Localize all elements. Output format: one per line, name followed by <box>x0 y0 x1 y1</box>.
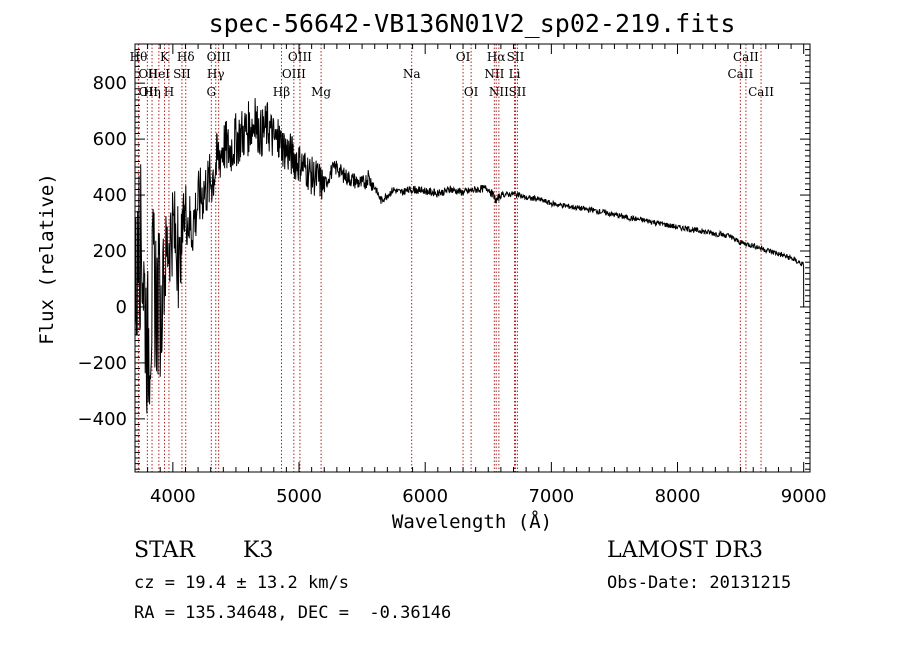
line-marker-label: Hθ <box>130 50 148 64</box>
line-markers <box>138 44 761 472</box>
line-marker-label: H <box>164 85 174 99</box>
plot-frame <box>135 44 810 472</box>
line-marker-label: G <box>207 85 217 99</box>
line-marker-label: OIII <box>288 50 312 64</box>
survey-name: LAMOST DR3 <box>607 538 763 563</box>
x-axis-label: Wavelength (Å) <box>392 510 552 533</box>
line-marker-label: NII <box>484 67 504 81</box>
x-tick-label: 7000 <box>528 486 574 507</box>
line-marker-label: SII <box>173 67 191 81</box>
line-marker-label: Hγ <box>207 67 225 81</box>
line-marker-label: OI <box>464 85 479 99</box>
line-marker-label: OIII <box>282 67 306 81</box>
line-marker-label: Mg <box>311 85 331 99</box>
chart-title: spec-56642-VB136N01V2_sp02-219.fits <box>209 9 736 38</box>
y-tick-label: 0 <box>116 297 127 318</box>
line-marker-label: Hβ <box>273 85 290 99</box>
line-marker-label: SII <box>509 85 527 99</box>
line-marker-label: OI <box>456 50 471 64</box>
line-marker-label: Li <box>509 67 521 81</box>
line-marker-label: CaII <box>748 85 774 99</box>
y-tick-label: −400 <box>78 409 127 430</box>
y-tick-label: −200 <box>78 353 127 374</box>
y-tick-label: 600 <box>93 129 127 150</box>
y-tick-label: 200 <box>93 241 127 262</box>
observation-date: Obs-Date: 20131215 <box>607 573 791 593</box>
line-marker-label: SII <box>507 50 525 64</box>
line-marker-label: Hη <box>143 85 161 99</box>
line-marker-label: Hδ <box>177 50 195 64</box>
line-marker-label: HeI <box>148 67 171 81</box>
axis-ticks <box>135 44 810 472</box>
coordinates: RA = 135.34648, DEC = -0.36146 <box>134 603 451 623</box>
line-marker-label: CaII <box>727 67 753 81</box>
x-tick-label: 4000 <box>150 486 196 507</box>
x-tick-label: 8000 <box>655 486 701 507</box>
redshift-velocity: cz = 19.4 ± 13.2 km/s <box>134 573 349 593</box>
x-tick-label: 5000 <box>276 486 322 507</box>
spectrum-line <box>135 98 804 413</box>
object-subclass: K3 <box>243 538 273 563</box>
line-marker-label: K <box>160 50 170 64</box>
y-axis-label: Flux (relative) <box>36 173 58 345</box>
object-class: STAR <box>134 538 195 563</box>
line-marker-label: Hα <box>487 50 506 64</box>
line-marker-label: OIII <box>207 50 231 64</box>
y-tick-label: 400 <box>93 185 127 206</box>
line-marker-label: CaII <box>733 50 759 64</box>
y-tick-label: 800 <box>93 73 127 94</box>
line-marker-label: NII <box>489 85 509 99</box>
spectrum-series <box>135 98 804 413</box>
axis-tick-labels: 4000 5000 6000 7000 8000 9000 −400 −200 0 200 400 6… <box>78 73 827 507</box>
line-marker-label: Na <box>403 67 421 81</box>
x-tick-label: 6000 <box>402 486 448 507</box>
x-tick-label: 9000 <box>781 486 827 507</box>
